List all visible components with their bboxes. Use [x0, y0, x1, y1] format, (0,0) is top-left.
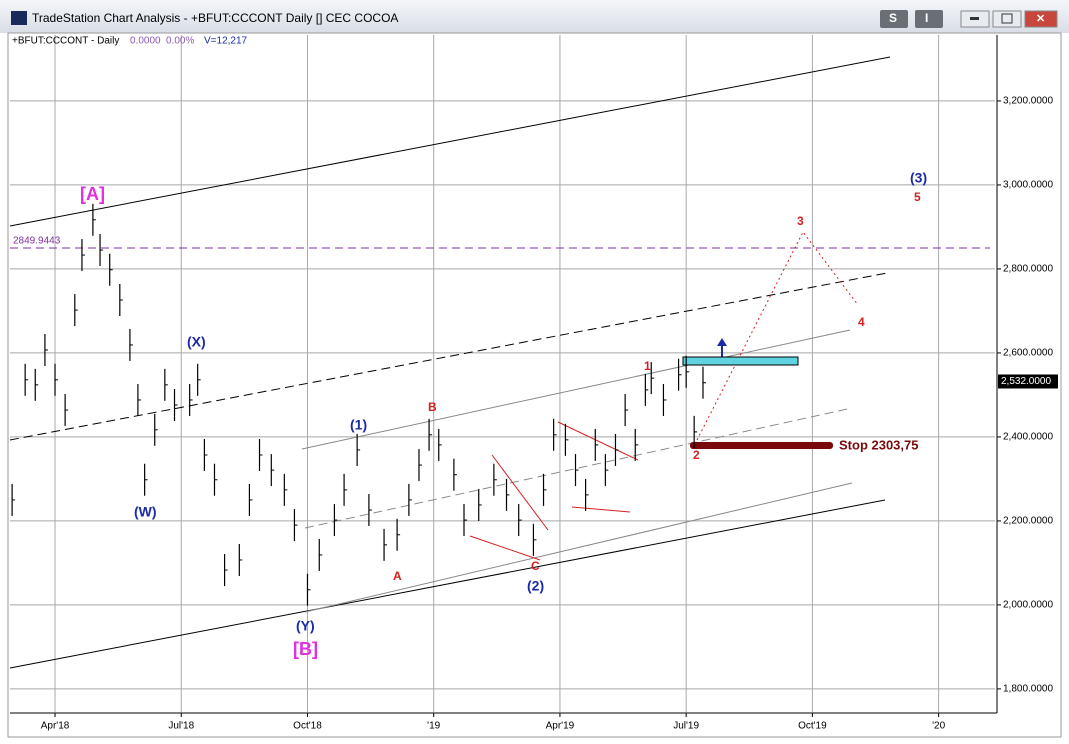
i-button-label: I [925, 11, 928, 25]
change: 0.0000 [130, 36, 161, 47]
close-button[interactable] [1024, 10, 1058, 28]
app-icon [11, 11, 27, 25]
maximize-button[interactable] [992, 10, 1022, 28]
wave-label: A [393, 569, 402, 583]
y-tick-label: 1,800.0000 [1003, 684, 1053, 695]
wave-label: (W) [134, 504, 157, 520]
y-tick-label: 2,400.0000 [1003, 432, 1053, 443]
level-label: 2849.9443 [13, 236, 61, 247]
y-tick-label: 3,000.0000 [1003, 180, 1053, 191]
y-tick-label: 2,200.0000 [1003, 516, 1053, 527]
wave-label: B [428, 400, 437, 414]
y-tick-label: 2,800.0000 [1003, 264, 1053, 275]
wave-label: 3 [797, 214, 804, 228]
last-price-box [998, 374, 1058, 389]
wave-label: C [531, 559, 540, 573]
x-tick-label: Jul'18 [168, 721, 194, 732]
svg-text:✕: ✕ [1036, 13, 1045, 25]
last-price-label: 2,532.0000 [1001, 376, 1051, 387]
wave-label: (Y) [296, 618, 315, 634]
y-tick-label: 2,600.0000 [1003, 348, 1053, 359]
x-tick-label: Apr'18 [41, 721, 70, 732]
x-tick-label: '20 [932, 721, 945, 732]
wave-label: [A] [80, 184, 105, 204]
stop-bar [690, 442, 833, 449]
x-tick-label: Jul'19 [673, 721, 699, 732]
wave-label: 5 [914, 190, 921, 204]
symbol: +BFUT:CCCONT - Daily [12, 36, 119, 47]
y-tick-label: 2,000.0000 [1003, 600, 1053, 611]
wave-label: (1) [350, 417, 367, 433]
target-box [682, 356, 799, 366]
volume: V=12,217 [204, 36, 248, 47]
x-tick-label: Apr'19 [546, 721, 575, 732]
x-tick-label: Oct'19 [798, 721, 827, 732]
wave-label: 1 [644, 359, 651, 373]
chart-frame [7, 32, 1062, 738]
i-button[interactable] [915, 10, 943, 28]
y-tick-label: 3,200.0000 [1003, 96, 1053, 107]
stop-label: Stop 2303,75 [839, 437, 919, 452]
wave-label: (3) [910, 170, 927, 186]
wave-label: (X) [187, 334, 206, 350]
change-pct: 0.00% [166, 36, 194, 47]
x-tick-label: '19 [427, 721, 440, 732]
window-title: TradeStation Chart Analysis - +BFUT:CCCO… [32, 11, 398, 25]
s-button[interactable] [880, 10, 908, 28]
wave-label: (2) [527, 578, 544, 594]
wave-label: [B] [293, 639, 318, 659]
wave-label: 2 [693, 448, 700, 462]
x-tick-label: Oct'18 [293, 721, 322, 732]
wave-label: 4 [858, 315, 865, 329]
trendlines [9, 56, 891, 669]
s-button-label: S [889, 11, 897, 25]
